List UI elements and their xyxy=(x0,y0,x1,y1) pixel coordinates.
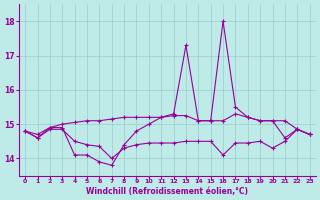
X-axis label: Windchill (Refroidissement éolien,°C): Windchill (Refroidissement éolien,°C) xyxy=(86,187,248,196)
